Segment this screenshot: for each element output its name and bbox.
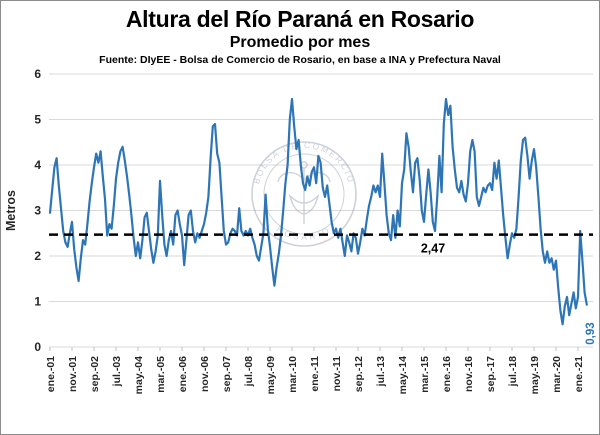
- y-axis-tick-label: 1: [34, 295, 41, 309]
- x-axis-tick-label: mar.-20: [551, 356, 563, 393]
- x-axis-tick-label: ene.-06: [177, 356, 189, 392]
- chart-title: Altura del Río Paraná en Rosario: [125, 6, 475, 32]
- river-height-series-line: [48, 98, 588, 326]
- x-axis-tick-label: may.-04: [133, 356, 145, 394]
- y-axis-tick-label: 2: [34, 249, 41, 263]
- chart-header: Altura del Río Paraná en Rosario Promedi…: [1, 6, 599, 67]
- x-axis-tick-label: jul.-03: [111, 356, 123, 388]
- x-axis-tick-label: may.-14: [397, 356, 409, 394]
- line-chart: 0 1 2 3 4 5 6 Metros ene.-01 nov.-01 sep.-02 jul.-0…: [4, 67, 597, 394]
- y-axis-tick-label: 6: [34, 67, 41, 81]
- x-axis-tick-label: sep.-12: [353, 356, 365, 392]
- y-axis-tick-label: 4: [34, 158, 41, 172]
- x-axis-tick-label: sep.-02: [89, 356, 101, 392]
- chart-source-note: Fuente: DIyEE - Bolsa de Comercio de Ros…: [99, 53, 501, 66]
- x-axis-tick-label: mar.-05: [155, 356, 167, 393]
- x-axis-tick-label: may.-09: [265, 356, 277, 394]
- y-axis-tick-label: 5: [34, 113, 41, 127]
- x-axis-tick-label: jul.-18: [507, 356, 519, 388]
- x-axis-tick-label: nov.-11: [331, 356, 343, 392]
- x-axis-tick-label: nov.-06: [199, 356, 211, 392]
- last-value-label: 0,93: [585, 323, 597, 345]
- x-axis-tick-label: sep.-07: [221, 356, 233, 392]
- chart-subtitle: Promedio por mes: [229, 34, 371, 52]
- x-axis-tick-label: ene.-01: [45, 356, 57, 392]
- x-axis-tick-label: jul.-13: [375, 356, 387, 388]
- x-axis-tick-label: ene.-16: [441, 356, 453, 392]
- x-axis-tick-label: mar.-10: [287, 356, 299, 393]
- x-axis-tick-label: ene.-11: [309, 356, 321, 392]
- y-axis-title: Metros: [4, 190, 18, 231]
- y-axis-tick-label: 3: [34, 204, 41, 218]
- x-axis-tick-label: may.-19: [529, 356, 541, 394]
- x-axis-tick-label: jul.-08: [243, 356, 255, 388]
- x-axis-tick-label: mar.-15: [419, 356, 431, 393]
- watermark-bottom-text: ROSARIO: [275, 224, 333, 242]
- y-axis-tick-label: 0: [34, 340, 41, 354]
- x-axis-tick-label: nov.-01: [67, 356, 79, 392]
- average-value-label: 2,47: [421, 242, 445, 256]
- x-axis-tick-label: nov.-16: [463, 356, 475, 392]
- x-axis-tick-label: ene.-21: [573, 356, 585, 392]
- x-axis-tick-label: sep.-17: [485, 356, 497, 392]
